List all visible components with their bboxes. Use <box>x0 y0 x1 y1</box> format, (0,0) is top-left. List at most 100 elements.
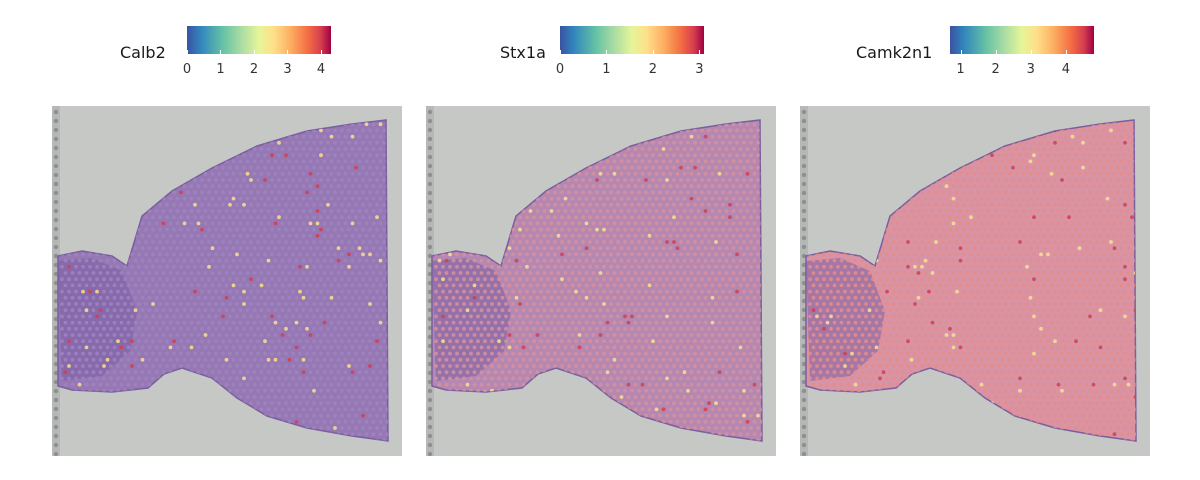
expression-spot <box>340 326 344 331</box>
expression-spot <box>633 357 638 362</box>
expression-spot <box>647 283 652 288</box>
expression-spot <box>305 401 309 406</box>
expression-spot <box>563 171 568 176</box>
expression-spot <box>749 215 753 220</box>
expression-spot <box>221 401 225 406</box>
expression-spot <box>91 345 96 350</box>
expression-spot <box>165 376 169 381</box>
expression-spot <box>224 258 229 263</box>
expression-spot <box>490 165 494 170</box>
expression-spot <box>242 264 246 269</box>
expression-spot <box>493 271 498 275</box>
expression-spot <box>444 147 449 151</box>
expression-spot <box>549 171 554 176</box>
expression-spot <box>679 140 683 145</box>
expression-spot <box>434 289 438 294</box>
expression-spot <box>521 370 526 375</box>
expression-spot <box>77 357 82 362</box>
expression-spot <box>696 395 701 399</box>
expression-spot <box>371 432 376 437</box>
expression-spot <box>549 407 554 412</box>
expression-spot <box>661 271 666 275</box>
expression-spot <box>113 445 117 449</box>
expression-spot <box>469 364 473 368</box>
expression-spot <box>623 326 627 331</box>
expression-spot <box>686 190 690 195</box>
expression-spot <box>329 320 334 325</box>
expression-spot <box>752 134 757 139</box>
expression-spot <box>133 357 138 362</box>
expression-spot <box>364 345 369 350</box>
expression-spot <box>444 246 449 251</box>
expression-spot <box>686 140 690 145</box>
expression-spot <box>675 171 680 176</box>
expression-spot <box>389 203 393 207</box>
expression-spot <box>518 264 522 269</box>
expression-spot <box>749 190 753 195</box>
expression-spot <box>497 215 501 220</box>
expression-spot <box>521 159 526 164</box>
expression-spot <box>458 159 463 164</box>
expression-spot <box>77 333 82 337</box>
expression-spot <box>686 314 690 319</box>
expression-spot <box>210 233 215 238</box>
expression-spot <box>717 395 722 399</box>
expression-spot <box>626 258 631 263</box>
expression-spot <box>168 134 173 139</box>
expression-spot <box>500 295 505 300</box>
expression-spot <box>703 233 708 238</box>
expression-spot <box>528 357 533 362</box>
expression-spot <box>228 339 232 344</box>
expression-spot <box>570 283 575 288</box>
expression-spot <box>81 178 85 182</box>
expression-spot <box>312 165 316 170</box>
expression-spot <box>119 382 124 387</box>
expression-spot <box>305 326 309 331</box>
expression-spot <box>77 209 82 213</box>
expression-spot <box>563 271 568 275</box>
expression-spot <box>497 351 501 356</box>
expression-spot <box>472 221 477 226</box>
expression-spot <box>88 277 92 282</box>
expression-spot <box>74 128 78 133</box>
expression-spot <box>168 357 173 362</box>
expression-spot <box>521 233 526 238</box>
expression-spot <box>574 153 578 158</box>
expression-spot <box>455 227 459 232</box>
expression-spot <box>291 252 295 257</box>
expression-spot <box>319 264 323 269</box>
expression-spot <box>714 240 718 244</box>
expression-spot <box>553 413 557 418</box>
expression-spot <box>315 283 320 288</box>
expression-spot <box>343 382 348 387</box>
expression-spot <box>602 326 606 331</box>
expression-spot <box>158 153 162 158</box>
expression-spot <box>277 215 281 220</box>
expression-spot <box>759 382 762 387</box>
expression-spot <box>322 308 327 313</box>
expression-spot <box>175 221 180 226</box>
expression-spot <box>546 153 550 158</box>
expression-spot <box>305 277 309 282</box>
expression-spot <box>326 413 330 418</box>
expression-spot <box>245 246 250 251</box>
expression-spot <box>679 277 683 282</box>
expression-spot <box>350 308 355 313</box>
expression-spot <box>214 178 218 182</box>
expression-spot <box>675 308 680 313</box>
expression-spot <box>710 159 715 164</box>
expression-spot <box>298 401 302 406</box>
expression-spot <box>693 388 697 393</box>
expression-spot <box>333 178 337 182</box>
expression-spot <box>294 308 299 313</box>
expression-spot <box>350 233 355 238</box>
expression-spot <box>465 357 470 362</box>
expression-spot <box>717 283 722 288</box>
expression-spot <box>123 413 127 418</box>
expression-spot <box>322 233 327 238</box>
expression-spot <box>486 333 491 337</box>
expression-spot <box>532 165 536 170</box>
expression-spot <box>109 128 113 133</box>
expression-spot <box>133 320 138 325</box>
expression-spot <box>309 445 313 449</box>
